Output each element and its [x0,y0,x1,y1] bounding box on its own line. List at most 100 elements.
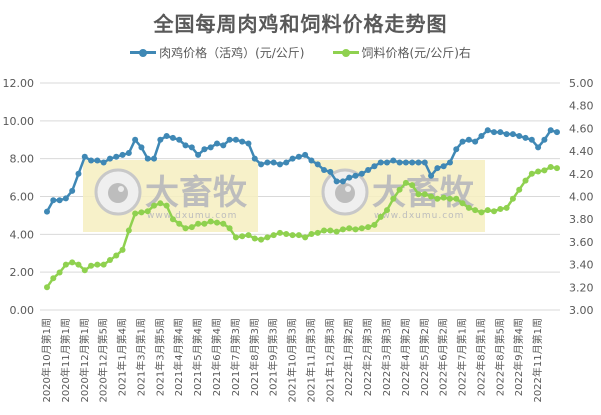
data-point [220,142,227,149]
svg-text:www.dxumu.com: www.dxumu.com [147,211,237,221]
data-point [384,159,390,166]
x-tick-label: 2022年8月第5周 [493,318,506,396]
x-tick-label: 2021年1月第4周 [116,318,129,396]
data-point [232,136,239,143]
data-point [176,136,183,143]
data-point [62,195,69,202]
data-point [106,257,113,264]
data-point [465,204,472,211]
x-tick-label: 2022年5月第2周 [418,318,431,396]
data-point [119,246,126,253]
data-point [188,144,195,151]
x-tick-label: 2021年4月第4周 [172,318,185,396]
x-tick-label: 2022年3月第3周 [380,318,393,396]
y-axis-left: 0.00 2.00 4.00 6.00 8.00 10.00 12.00 [3,77,35,317]
data-point [333,178,340,185]
data-point [484,207,491,214]
data-point [132,136,139,143]
data-point [44,284,50,291]
data-point [446,159,453,166]
data-point [547,163,554,170]
data-point [358,225,365,232]
data-point [535,168,542,175]
data-point [472,207,479,214]
data-point [302,151,309,158]
data-point [144,208,151,215]
data-point [188,224,195,231]
x-tick-label: 2021年7月第3周 [229,318,242,396]
data-point [541,136,548,143]
data-point [314,229,321,236]
data-point [50,275,57,282]
data-point [289,232,296,239]
y-right-tick: 4.80 [569,100,594,113]
y-right-tick: 4.20 [569,168,594,181]
data-point [62,261,69,268]
data-point [346,174,353,181]
data-point [264,234,271,241]
y-right-tick: 3.60 [569,236,594,249]
data-point [547,127,554,134]
legend-marker-blue-icon [130,48,157,57]
x-tick-label: 2022年2月第3周 [361,318,374,396]
data-point [554,165,560,172]
data-point [390,195,397,202]
data-point [201,220,208,227]
x-tick-label: 2022年9月第4周 [512,318,525,396]
data-point [428,172,435,179]
data-point [554,129,560,136]
data-point [100,261,107,268]
data-point [516,132,523,139]
data-point [270,159,277,166]
data-point [503,204,510,211]
x-tick-label: 2021年3月第5周 [153,318,166,396]
data-point [283,230,290,237]
data-point [522,134,529,141]
data-point [214,219,220,226]
data-point [245,232,252,239]
y-right-tick: 3.00 [569,304,594,317]
data-point [314,161,321,168]
data-point [100,159,107,166]
legend-marker-green-icon [332,48,359,57]
data-point [371,163,378,170]
y-left-tick: 0.00 [10,304,35,317]
data-point [207,144,214,151]
data-point [94,261,101,268]
data-point [226,225,233,232]
data-point [453,146,460,153]
y-left-tick: 10.00 [3,115,35,128]
data-point [138,144,145,151]
data-point [459,138,466,145]
data-point [88,262,95,269]
y-right-tick: 4.60 [569,122,594,135]
data-point [264,159,271,166]
legend-label: 肉鸡价格（活鸡）(元/公斤) [159,46,305,60]
y-right-tick: 5.00 [569,77,594,90]
data-point [396,186,403,193]
x-tick-label: 2020年10月第1周 [40,318,53,403]
data-point [220,220,227,227]
data-point [509,195,516,202]
data-point [421,159,428,166]
data-point [151,202,158,209]
data-point [251,235,258,242]
y-axis-right: 3.00 3.20 3.40 3.60 3.80 4.00 4.20 4.40 4.60 4.80… [569,77,594,317]
data-point [402,159,409,166]
data-point [50,197,57,204]
x-tick-label: 2020年11月第1周 [59,318,72,403]
data-point [321,167,328,174]
data-point [119,151,126,158]
data-point [478,209,485,216]
data-point [169,216,176,223]
x-tick-label: 2021年11月第3周 [304,318,317,403]
data-point [214,140,220,147]
data-point [522,177,529,184]
data-point [207,218,214,225]
data-point [497,129,504,136]
x-tick-label: 2021年10月第3周 [286,318,299,403]
legend-item-feed-price: 饲料价格(元/公斤)右 [332,44,471,61]
